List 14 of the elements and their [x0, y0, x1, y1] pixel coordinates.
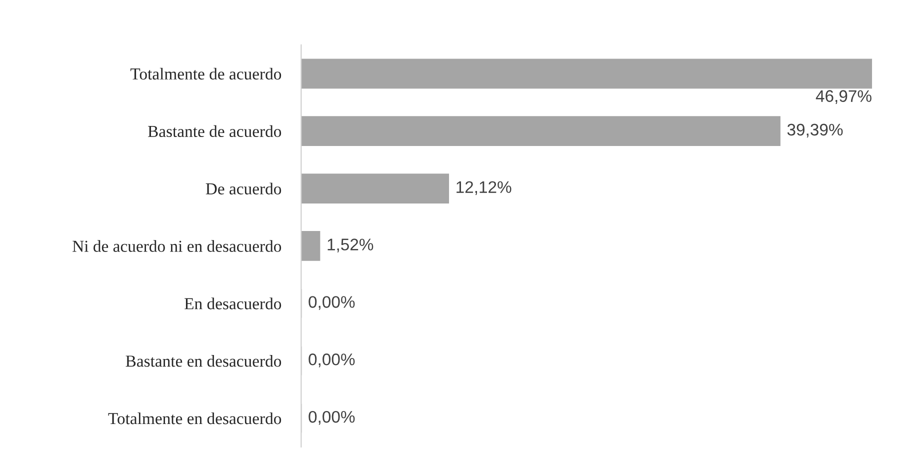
data-label: 39,39% [787, 124, 843, 138]
data-label: 0,00% [308, 296, 355, 310]
y-tick-label: Bastante en desacuerdo [126, 355, 282, 367]
data-label: 0,00% [308, 354, 355, 368]
y-tick-label: Ni de acuerdo ni en desacuerdo [72, 240, 282, 252]
data-label: 12,12% [456, 181, 512, 195]
data-label: 46,97% [816, 90, 872, 104]
y-tick-label: Totalmente de acuerdo [130, 68, 282, 80]
y-tick-label: De acuerdo [206, 182, 282, 194]
data-label: 1,52% [328, 238, 374, 252]
y-tick-label: Bastante de acuerdo [148, 125, 282, 138]
y-tick-label: Totalmente en desacuerdo [108, 412, 282, 424]
data-label: 0,00% [308, 410, 355, 425]
y-tick-label: En desacuerdo [184, 298, 282, 310]
